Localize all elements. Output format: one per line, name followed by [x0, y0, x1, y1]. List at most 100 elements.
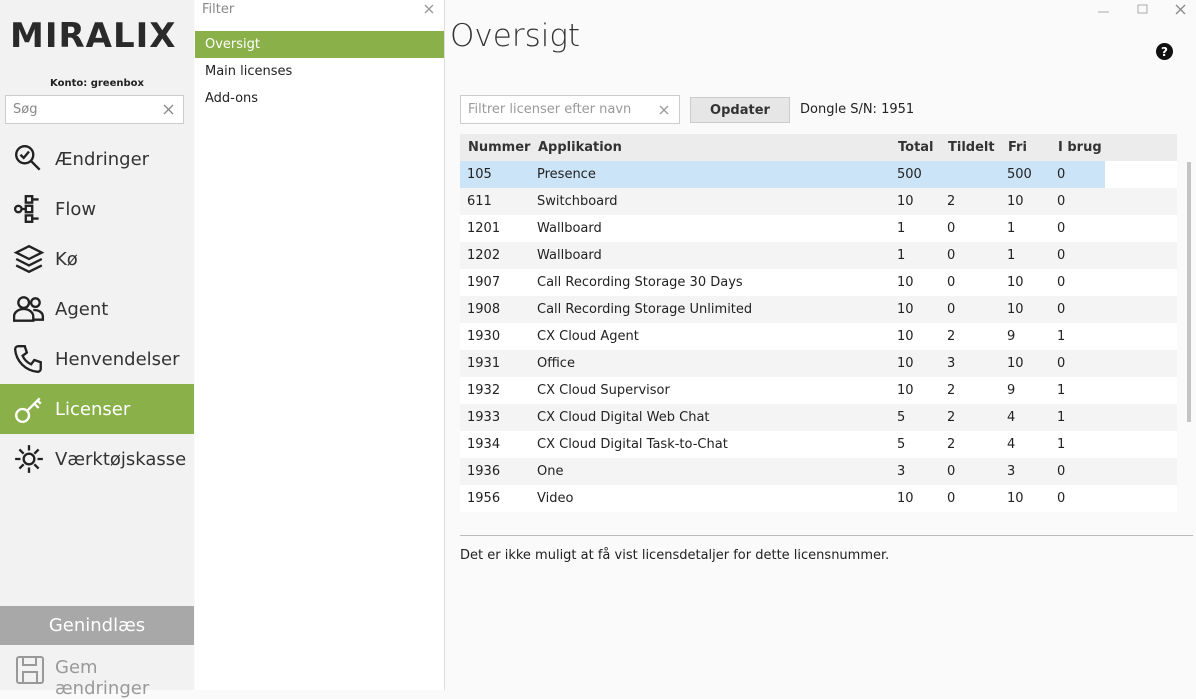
table-cell: 1: [1057, 410, 1066, 425]
table-cell: Call Recording Storage Unlimited: [537, 302, 753, 317]
table-row[interactable]: 1932 CX Cloud Supervisor 10 2 9 1: [460, 377, 1177, 404]
table-cell: 2: [947, 437, 956, 452]
table-row[interactable]: 1934 CX Cloud Digital Task-to-Chat 5 2 4 1: [460, 431, 1177, 458]
table-row[interactable]: 1930 CX Cloud Agent 10 2 9 1: [460, 323, 1177, 350]
table-cell: 0: [947, 275, 956, 290]
column-header[interactable]: Nummer: [468, 140, 531, 155]
search-box[interactable]: Søg: [5, 95, 184, 124]
tree-item[interactable]: Add-ons: [205, 91, 259, 106]
table-cell: 0: [1057, 248, 1066, 263]
table-cell: 500: [897, 167, 922, 182]
table-row[interactable]: 1908 Call Recording Storage Unlimited 10 0 1…: [460, 296, 1177, 323]
table-cell: 10: [897, 194, 914, 209]
help-icon[interactable]: ?: [1156, 43, 1173, 60]
table-cell: 2: [947, 410, 956, 425]
table-row[interactable]: 1931 Office 10 3 10 0: [460, 350, 1177, 377]
save-button[interactable]: Gem ændringer: [55, 657, 150, 699]
clear-icon[interactable]: [659, 105, 669, 115]
table-cell: 1: [897, 221, 906, 236]
tree-item[interactable]: Oversigt: [195, 31, 444, 58]
table-cell: 1936: [467, 464, 501, 479]
nav-item[interactable]: Kø: [0, 234, 194, 284]
table-cell: 0: [947, 464, 956, 479]
table-cell: CX Cloud Agent: [537, 329, 639, 344]
table-cell: 4: [1007, 437, 1016, 452]
window-controls[interactable]: [1096, 2, 1192, 18]
tree-panel: Filter Oversigt Main licenses Add-ons: [195, 0, 445, 690]
table-cell: Video: [537, 491, 574, 506]
nav-icon: [13, 244, 45, 274]
column-header[interactable]: Tildelt: [948, 140, 995, 155]
table-row[interactable]: 611 Switchboard 10 2 10 0: [460, 188, 1177, 215]
table-cell: Presence: [537, 167, 596, 182]
nav-icon: [15, 397, 42, 423]
table-cell: 10: [1007, 356, 1024, 371]
selection-highlight: [460, 161, 1105, 188]
table-cell: 1907: [467, 275, 501, 290]
update-button[interactable]: Opdater: [690, 97, 790, 123]
tree-item[interactable]: Main licenses: [205, 64, 293, 79]
column-header[interactable]: Total: [898, 140, 934, 155]
table-cell: 1: [1007, 221, 1016, 236]
table-cell: 10: [897, 329, 914, 344]
table-row[interactable]: 1936 One 3 0 3 0: [460, 458, 1177, 485]
nav-icon: [13, 195, 39, 223]
dongle-label: Dongle S/N: 1951: [800, 102, 915, 117]
table-cell: 3: [1007, 464, 1016, 479]
table-cell: 3: [897, 464, 906, 479]
table-row[interactable]: 105 Presence 500 500 0: [460, 161, 1177, 188]
clear-icon[interactable]: [424, 4, 434, 14]
table-cell: 1908: [467, 302, 501, 317]
table-row[interactable]: 1201 Wallboard 1 0 1 0: [460, 215, 1177, 242]
table-cell: 3: [947, 356, 956, 371]
table-cell: 0: [1057, 221, 1066, 236]
table-cell: 1: [1057, 383, 1066, 398]
nav-label: Henvendelser: [55, 348, 180, 370]
table-cell: 0: [947, 302, 956, 317]
table-cell: 1: [897, 248, 906, 263]
table-cell: 1: [1057, 329, 1066, 344]
table-cell: 0: [1057, 356, 1066, 371]
nav-item[interactable]: Agent: [0, 284, 194, 334]
table-cell: 2: [947, 383, 956, 398]
table-cell: CX Cloud Supervisor: [537, 383, 670, 398]
table-cell: 10: [1007, 194, 1024, 209]
table-cell: 0: [1057, 194, 1066, 209]
table-cell: 0: [947, 491, 956, 506]
nav-label: Kø: [55, 248, 78, 270]
table-row[interactable]: 1933 CX Cloud Digital Web Chat 5 2 4 1: [460, 404, 1177, 431]
column-header[interactable]: Fri: [1008, 140, 1027, 155]
nav-label: Flow: [55, 198, 97, 220]
table-cell: 500: [1007, 167, 1032, 182]
table-cell: 1956: [467, 491, 501, 506]
column-header[interactable]: I brug: [1058, 140, 1102, 155]
table-row[interactable]: 1907 Call Recording Storage 30 Days 10 0 10 0: [460, 269, 1177, 296]
table-cell: 1934: [467, 437, 501, 452]
nav-item[interactable]: Flow: [0, 184, 194, 234]
license-filter-placeholder: Filtrer licenser efter navn: [468, 102, 632, 117]
table-cell: 5: [897, 410, 906, 425]
reload-button[interactable]: Genindlæs: [0, 606, 194, 645]
clear-icon[interactable]: [163, 104, 174, 115]
table-cell: CX Cloud Digital Web Chat: [537, 410, 710, 425]
license-filter[interactable]: Filtrer licenser efter navn: [460, 95, 680, 124]
nav-item[interactable]: Henvendelser: [0, 334, 194, 384]
table-cell: 2: [947, 329, 956, 344]
table-cell: 611: [467, 194, 492, 209]
table-cell: 1: [1007, 248, 1016, 263]
table-row[interactable]: 1202 Wallboard 1 0 1 0: [460, 242, 1177, 269]
table-cell: Switchboard: [537, 194, 618, 209]
nav-item[interactable]: Licenser: [0, 384, 194, 434]
column-header[interactable]: Applikation: [538, 140, 622, 155]
filter-placeholder[interactable]: Filter: [202, 2, 235, 17]
divider: [460, 535, 1193, 536]
table-row[interactable]: 1956 Video 10 0 10 0: [460, 485, 1177, 512]
nav-item[interactable]: Ændringer: [0, 134, 194, 184]
search-placeholder: Søg: [13, 102, 38, 117]
nav-icon: [13, 296, 45, 322]
scrollbar: [1187, 162, 1191, 422]
nav-item[interactable]: Værktøjskasse: [0, 434, 194, 484]
nav-icon: [13, 345, 42, 373]
table-cell: 0: [1057, 275, 1066, 290]
table-cell: 105: [467, 167, 492, 182]
